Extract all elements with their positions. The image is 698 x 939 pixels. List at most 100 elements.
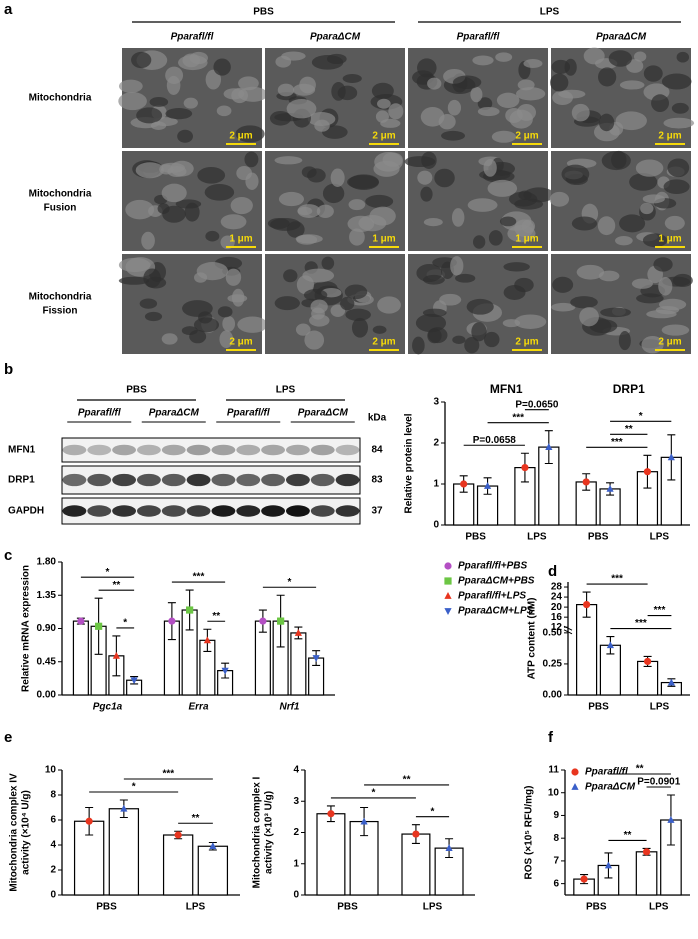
y-tick-label: 28 xyxy=(551,582,563,593)
x-tick-label: Nrf1 xyxy=(279,702,299,713)
y-axis-title: ROS (×10⁵ RFU/mg) xyxy=(524,786,535,880)
genotype-label: PparaΔCM xyxy=(310,32,361,43)
em-texture xyxy=(420,186,433,202)
em-texture xyxy=(552,276,574,293)
size-label: 83 xyxy=(371,475,383,486)
em-texture xyxy=(377,98,391,109)
em-texture xyxy=(451,208,465,227)
em-texture xyxy=(299,76,316,94)
y-tick-label: 7 xyxy=(553,856,559,867)
data-marker xyxy=(360,817,368,825)
em-texture xyxy=(278,191,305,207)
data-marker xyxy=(168,617,176,625)
em-texture xyxy=(503,262,530,272)
blot-band xyxy=(236,505,261,517)
x-tick-label: LPS xyxy=(650,532,670,543)
blot-frame xyxy=(61,437,361,463)
em-texture xyxy=(491,130,516,143)
em-texture xyxy=(635,159,664,177)
blot-band xyxy=(310,473,335,487)
blot-band xyxy=(335,473,360,487)
y-tick-label: 2 xyxy=(433,438,439,449)
legend-label: Pparafl/fl xyxy=(585,767,628,778)
em-texture xyxy=(118,276,150,285)
x-tick-label: LPS xyxy=(649,902,669,913)
em-texture xyxy=(157,203,170,215)
scale-bar-label: 1 μm xyxy=(229,234,252,245)
significance-label: ** xyxy=(636,764,644,775)
bar xyxy=(290,632,307,696)
y-tick-label: 6 xyxy=(50,815,56,826)
em-texture xyxy=(161,183,187,203)
em-texture xyxy=(618,331,631,351)
em-texture xyxy=(452,75,482,90)
em-texture xyxy=(296,234,318,245)
significance-label: * xyxy=(288,577,292,588)
y-tick-label: 0 xyxy=(293,890,299,901)
data-marker xyxy=(545,443,553,450)
blot-band xyxy=(87,444,112,456)
data-marker xyxy=(583,601,591,609)
blot-band xyxy=(310,505,335,517)
x-tick-label: PBS xyxy=(96,902,117,913)
x-tick-label: LPS xyxy=(527,532,547,543)
data-marker xyxy=(667,453,675,461)
data-marker xyxy=(259,617,267,625)
em-texture xyxy=(570,296,598,309)
x-tick-label: PBS xyxy=(588,532,609,543)
y-tick-label: 0.25 xyxy=(543,659,563,670)
row-label: Fusion xyxy=(44,203,77,214)
em-texture xyxy=(629,173,658,191)
y-tick-label: 0 xyxy=(433,520,439,531)
scale-bar-label: 2 μm xyxy=(658,337,681,348)
bar xyxy=(197,845,229,896)
genotype-label: PparaΔCM xyxy=(149,408,200,419)
em-texture xyxy=(204,183,235,201)
size-label: 84 xyxy=(371,445,383,456)
em-texture xyxy=(165,66,184,85)
legend-label: PparaΔCM+LPS xyxy=(458,606,534,617)
data-marker xyxy=(186,606,194,614)
em-texture xyxy=(653,257,673,272)
em-texture xyxy=(467,198,498,212)
data-marker xyxy=(604,861,613,869)
y-axis-title: activity (×10³ U/g) xyxy=(264,791,275,874)
significance-label: ** xyxy=(112,580,120,591)
em-texture xyxy=(149,97,169,107)
genotype-label: Pparafl/fl xyxy=(171,32,214,43)
em-texture xyxy=(661,73,692,90)
genotype-label: PparaΔCM xyxy=(298,408,349,419)
y-tick-label: 1.35 xyxy=(37,590,57,601)
em-texture xyxy=(499,216,517,227)
em-texture xyxy=(382,152,403,167)
scale-bar-label: 2 μm xyxy=(515,131,538,142)
data-marker xyxy=(667,678,675,686)
row-label: Mitochondria xyxy=(29,93,92,104)
genotype-label: Pparafl/fl xyxy=(457,32,500,43)
y-tick-label: 0.00 xyxy=(37,690,57,701)
y-tick-label: 4 xyxy=(50,840,56,851)
em-texture xyxy=(125,199,155,220)
em-texture xyxy=(549,191,570,207)
data-marker xyxy=(312,655,320,663)
blot-band xyxy=(62,444,87,456)
em-texture xyxy=(487,179,518,197)
panel-label: f xyxy=(548,729,554,746)
scale-bar-label: 2 μm xyxy=(372,131,395,142)
y-tick-label: 10 xyxy=(548,787,560,798)
em-texture xyxy=(523,59,543,68)
data-marker xyxy=(209,842,217,850)
em-texture xyxy=(447,99,462,116)
group-label: DRP1 xyxy=(613,382,645,396)
em-texture xyxy=(615,236,633,246)
bar xyxy=(108,808,140,896)
legend-marker xyxy=(444,608,452,615)
data-marker xyxy=(582,478,590,486)
em-texture xyxy=(322,183,345,204)
em-texture xyxy=(321,256,335,270)
y-tick-label: 3 xyxy=(433,397,439,408)
bar xyxy=(72,620,89,696)
em-texture xyxy=(661,324,690,336)
blot-band xyxy=(285,444,310,456)
em-texture xyxy=(517,79,535,91)
